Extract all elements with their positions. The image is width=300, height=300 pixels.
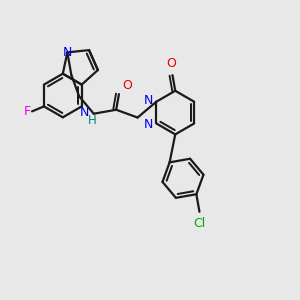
Text: F: F (23, 105, 31, 118)
Text: N: N (144, 94, 153, 107)
Text: N: N (80, 106, 89, 119)
Text: N: N (63, 46, 72, 59)
Text: H: H (87, 114, 96, 127)
Text: Cl: Cl (193, 217, 206, 230)
Text: O: O (167, 57, 176, 70)
Text: O: O (122, 79, 132, 92)
Text: N: N (144, 118, 153, 131)
